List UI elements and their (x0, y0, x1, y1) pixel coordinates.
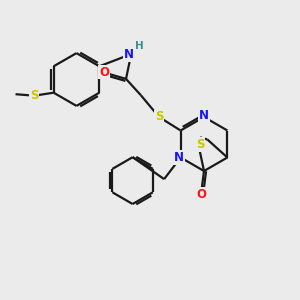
Text: O: O (99, 65, 110, 79)
Text: S: S (155, 110, 163, 124)
Text: H: H (135, 41, 144, 51)
Text: N: N (174, 151, 184, 164)
Text: S: S (196, 138, 204, 151)
Text: N: N (124, 48, 134, 62)
Text: O: O (196, 188, 207, 201)
Text: S: S (30, 89, 38, 102)
Text: N: N (199, 109, 209, 122)
